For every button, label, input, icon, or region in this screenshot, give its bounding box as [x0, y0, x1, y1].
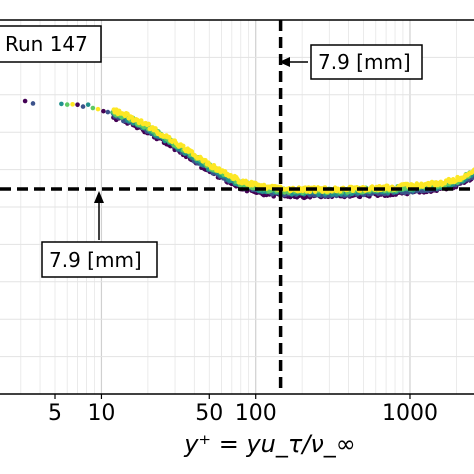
x-tick-label: 50 [195, 401, 223, 426]
x-tick-label: 1000 [382, 401, 438, 426]
data-point [80, 104, 86, 109]
data-point [22, 98, 28, 104]
x-tick-label: 100 [235, 401, 277, 426]
data-point [101, 108, 106, 114]
grid [0, 20, 474, 394]
vertical-reference-annotation: 7.9 [mm] [279, 44, 423, 80]
data-point [471, 167, 474, 172]
data-point [138, 118, 144, 123]
data-point [261, 182, 267, 188]
horizontal-reference-annotation: 7.9 [mm] [41, 191, 158, 278]
x-axis-ticks: 5 10 50 100 1000 [48, 394, 438, 426]
data-point [222, 169, 228, 174]
plot-frame [0, 19, 474, 395]
data-point [90, 105, 96, 111]
data-point [64, 102, 70, 107]
data-point [70, 102, 75, 107]
vertical-reference-label: 7.9 [mm] [318, 50, 411, 74]
data-point [125, 111, 130, 117]
x-tick-label: 5 [48, 401, 62, 426]
data-point [153, 126, 158, 131]
data-point [166, 134, 172, 140]
data-point [85, 102, 91, 107]
data-point [75, 102, 80, 107]
data-point [30, 101, 36, 106]
data-point [59, 101, 64, 107]
data-point [105, 109, 111, 115]
horizontal-reference-label: 7.9 [mm] [49, 248, 142, 272]
run-label: Run 147 [5, 32, 88, 56]
data-point [146, 121, 151, 127]
data-point [95, 106, 101, 112]
x-axis-label: y⁺ = yu_τ/ν_∞ [183, 430, 356, 458]
run-label-box: Run 147 [0, 25, 102, 63]
data-points [22, 98, 474, 201]
x-tick-label: 10 [87, 401, 115, 426]
